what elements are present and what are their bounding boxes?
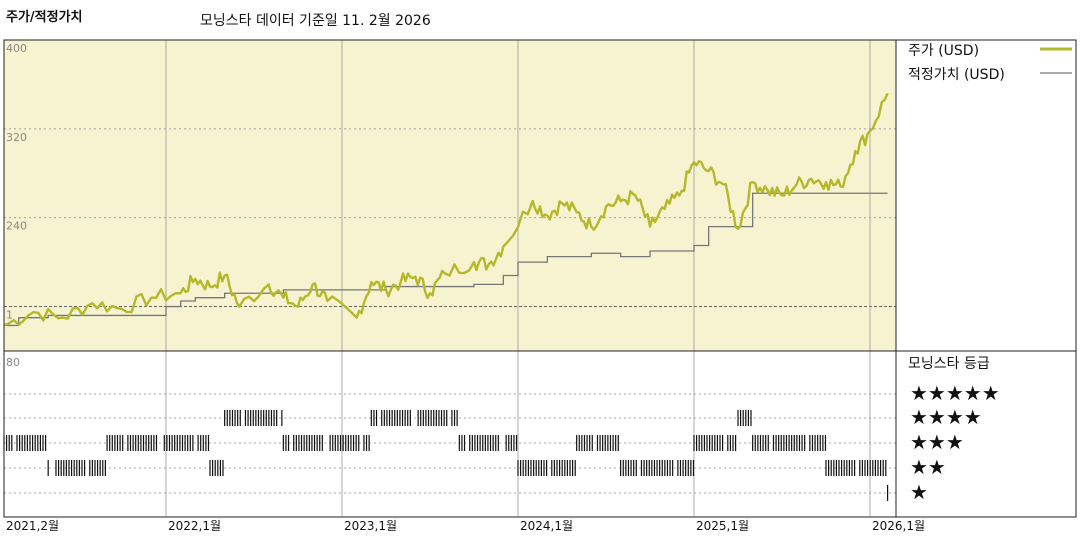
- legend: 주가 (USD)적정가치 (USD)모닝스타 등급★★★★★★★★★★★★★★★: [908, 43, 1072, 504]
- rating-bars: [3, 410, 889, 501]
- chart-title: 주가/적정가치: [6, 10, 83, 25]
- y-axis-tick-labels: 400 320 240 1 80: [6, 42, 27, 369]
- x-tick-label: 2026,1월: [872, 519, 925, 533]
- fair-value-line: [4, 192, 888, 327]
- x-tick-label: 2023,1월: [344, 519, 397, 533]
- y-tick-label: 320: [6, 131, 27, 144]
- price-line: [3, 92, 889, 327]
- rating-legend-title: 모닝스타 등급: [908, 356, 990, 372]
- star-rating-label: ★★★: [910, 430, 964, 454]
- star-rating-label: ★: [910, 480, 928, 504]
- star-rating-label: ★★★★: [910, 405, 982, 429]
- rating-axis-label: 80: [6, 356, 20, 369]
- y-tick-label: 240: [6, 220, 27, 233]
- star-rating-label: ★★★★★: [910, 381, 1000, 405]
- chart-frame: [3, 39, 1077, 518]
- x-axis-tick-labels: 2021,2월 2022,1월 2023,1월 2024,1월 2025,1월 2026,…: [6, 519, 925, 533]
- data-date-subtitle: 모닝스타 데이터 기준일 11. 2월 2026: [200, 13, 431, 29]
- y-tick-label: 400: [6, 42, 27, 55]
- rating-plot-background: [4, 351, 896, 517]
- star-rating-label: ★★: [910, 455, 946, 479]
- y-tick-label: 1: [6, 309, 13, 322]
- x-tick-label: 2022,1월: [168, 519, 221, 533]
- legend-price-label: 주가 (USD): [908, 43, 979, 59]
- x-tick-label: 2025,1월: [696, 519, 749, 533]
- x-tick-label: 2021,2월: [6, 519, 59, 533]
- grid-lines: [4, 39, 896, 517]
- price-plot-background: [4, 40, 896, 351]
- x-tick-label: 2024,1월: [520, 519, 573, 533]
- legend-fair-value-label: 적정가치 (USD): [908, 67, 1005, 83]
